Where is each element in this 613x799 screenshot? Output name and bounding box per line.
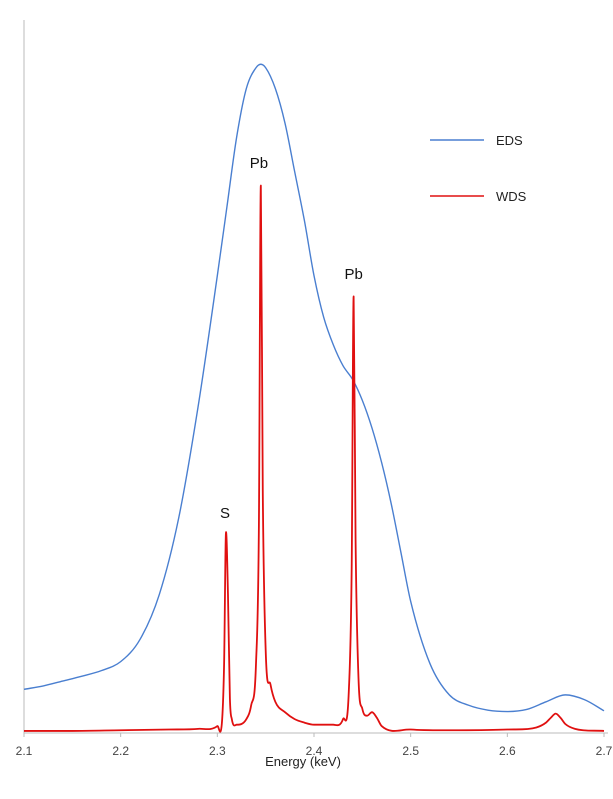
series-line-eds [23,63,605,713]
x-tick-label: 2.4 [306,744,323,758]
x-tick-label: 2.3 [209,744,226,758]
x-tick-label: 2.7 [596,744,613,758]
legend-label-eds: EDS [496,133,523,148]
peak-label: Pb [344,266,362,283]
axes: 2.1 2.2 2.3 2.4 2.5 2.6 2.7 [16,20,613,758]
series-line-wds [23,184,605,733]
peak-label: S [220,505,230,522]
series-layer [23,63,605,733]
legend-label-wds: WDS [496,189,527,204]
x-tick-label: 2.6 [499,744,516,758]
legend: EDS WDS [430,133,527,204]
x-tick-label: 2.1 [16,744,33,758]
x-tick-label: 2.2 [112,744,129,758]
peak-label: Pb [250,155,268,172]
x-axis-title: Energy (keV) [265,754,341,769]
annotations: S Pb Pb [220,155,363,522]
x-tick-label: 2.5 [402,744,419,758]
